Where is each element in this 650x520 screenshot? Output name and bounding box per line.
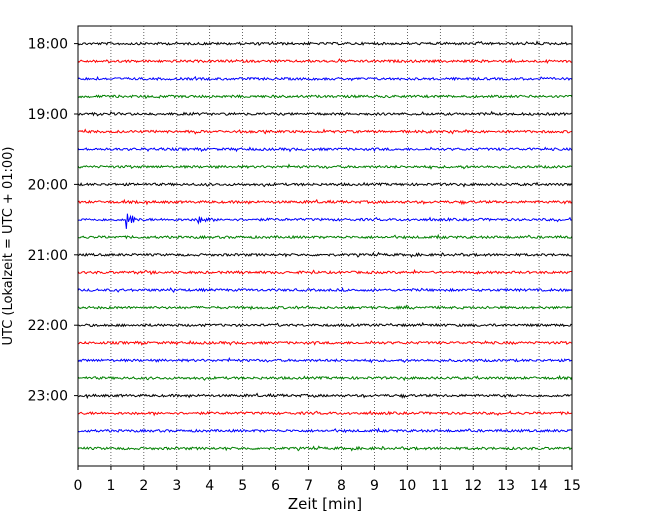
x-tick-label: 0: [74, 478, 83, 494]
x-tick-label: 3: [172, 478, 181, 494]
y-tick-label: 20:00: [28, 177, 68, 193]
x-tick-label: 9: [370, 478, 379, 494]
trace-2215: [77, 339, 573, 346]
trace-2245: [77, 374, 573, 382]
seismic-traces: [77, 40, 573, 452]
trace-2000: [77, 181, 573, 188]
trace-2015: [77, 198, 573, 206]
trace-2145: [77, 304, 573, 311]
trace-1915: [77, 128, 573, 135]
x-tick-label: 11: [431, 478, 449, 494]
y-tick-label: 21:00: [28, 248, 68, 264]
x-tick-label: 7: [304, 478, 313, 494]
trace-1815: [77, 58, 573, 64]
trace-2345: [77, 445, 573, 452]
trace-1900: [77, 110, 573, 117]
trace-2130: [77, 286, 573, 294]
x-axis: 0 1 2 3 4 5 6 7 8 9 10 11 12 13 14 15: [74, 466, 581, 494]
y-tick-label: 22:00: [28, 318, 68, 334]
trace-2230: [77, 356, 573, 364]
x-tick-label: 8: [337, 478, 346, 494]
trace-2200: [77, 321, 573, 328]
x-tick-label: 14: [530, 478, 548, 494]
x-tick-label: 10: [398, 478, 416, 494]
x-axis-label: Zeit [min]: [288, 495, 362, 513]
trace-1800: [77, 40, 573, 46]
trace-1845: [77, 94, 573, 100]
y-tick-label: 23:00: [28, 389, 68, 405]
trace-1945: [77, 163, 573, 170]
x-tick-label: 15: [563, 478, 581, 494]
x-tick-label: 5: [238, 478, 247, 494]
y-tick-label: 19:00: [28, 107, 68, 123]
y-axis-label: UTC (Lokalzeit = UTC + 01:00): [1, 147, 16, 346]
trace-2115: [77, 268, 573, 276]
x-tick-label: 4: [205, 478, 214, 494]
trace-2030: [77, 213, 573, 229]
y-axis: 18:00 19:00 20:00 21:00 22:00 23:00: [28, 37, 78, 405]
x-tick-label: 6: [271, 478, 280, 494]
trace-2315: [77, 410, 573, 417]
trace-1830: [77, 75, 573, 82]
x-tick-label: 13: [497, 478, 515, 494]
trace-1930: [77, 146, 573, 153]
x-tick-label: 12: [464, 478, 482, 494]
x-tick-label: 1: [106, 478, 115, 494]
trace-2330: [77, 427, 573, 434]
trace-2045: [77, 233, 573, 240]
gridlines: [77, 26, 573, 466]
x-tick-label: 2: [139, 478, 148, 494]
y-tick-label: 18:00: [28, 37, 68, 53]
trace-2100: [77, 251, 573, 259]
trace-2300: [77, 392, 573, 400]
plot-frame: [77, 25, 573, 467]
